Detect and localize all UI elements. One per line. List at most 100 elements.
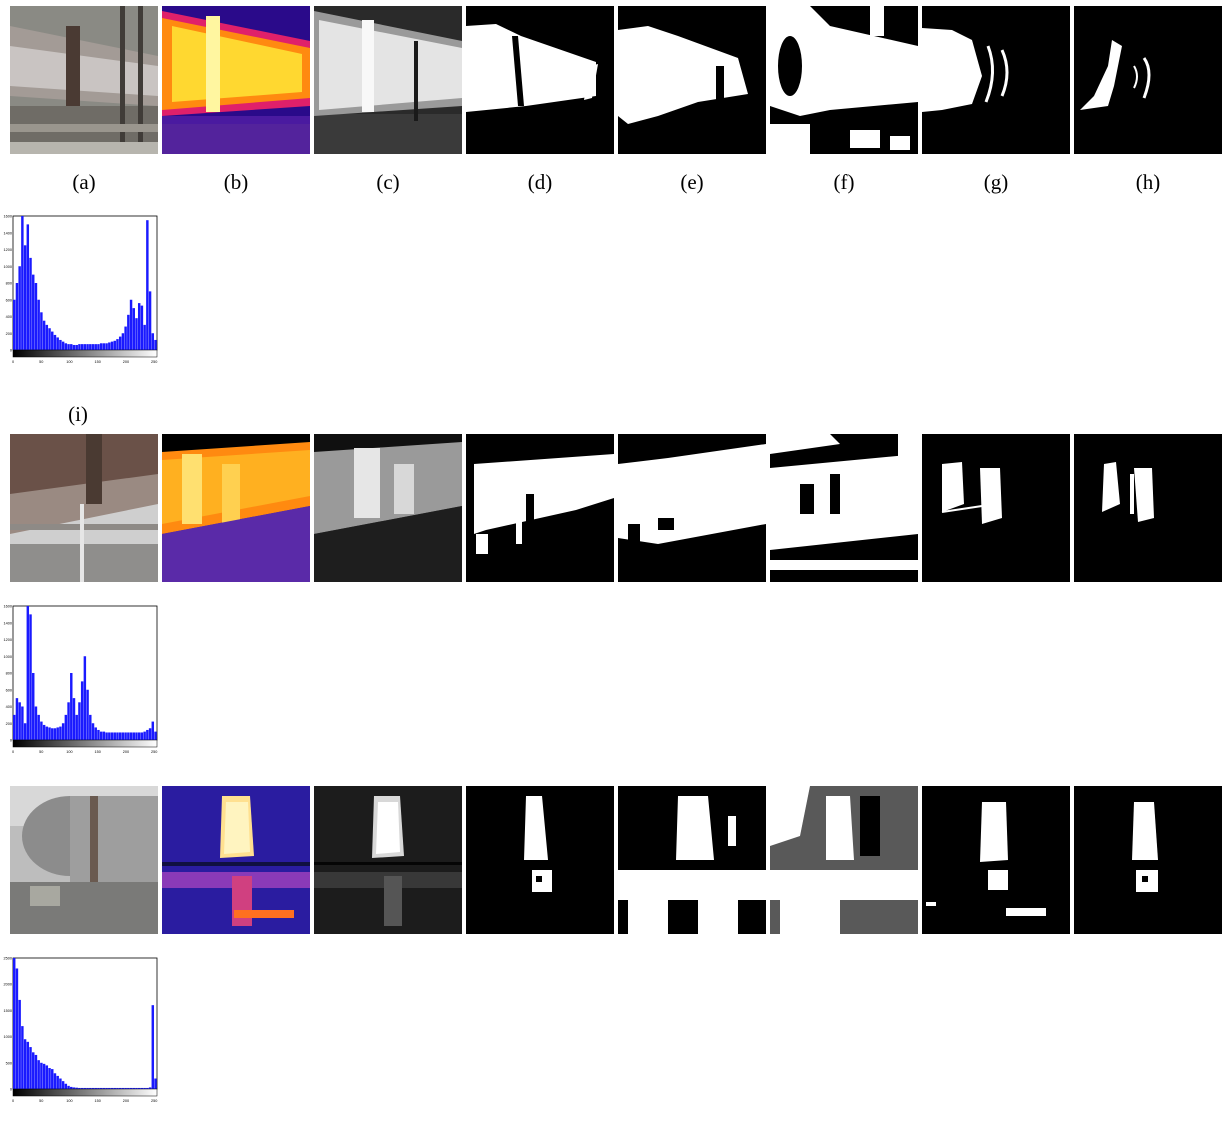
- x-tick-label: 250: [151, 1099, 157, 1103]
- segmentation-g-3: [922, 786, 1070, 934]
- hist-bar: [75, 1087, 78, 1089]
- hist-bar: [99, 343, 103, 350]
- hist-bar: [83, 344, 87, 350]
- thermal-color-1: [162, 6, 310, 154]
- hist-bar: [80, 681, 84, 740]
- hist-bar: [105, 343, 108, 350]
- hist-bar: [151, 1005, 155, 1089]
- hist-bar: [137, 732, 141, 740]
- hist-bar: [110, 732, 114, 740]
- histogram-2: 0 200 400 600 800 1000 1200 1400 1600 0 50 100 150 20…: [3, 604, 158, 774]
- hist-bar: [143, 1087, 146, 1089]
- hist-bar: [37, 1060, 40, 1089]
- y-tick-label: 1500: [4, 1009, 12, 1013]
- thermal-color-2: [162, 434, 310, 582]
- hist-bar: [116, 339, 119, 350]
- y-tick-label: 600: [6, 688, 12, 692]
- hist-bar: [118, 732, 122, 740]
- hist-bar: [15, 283, 19, 350]
- segmentation-h-3: [1074, 786, 1222, 934]
- hist-bar: [78, 702, 81, 740]
- y-tick-label: 600: [6, 298, 12, 302]
- segmentation-e-3: [618, 786, 766, 934]
- hist-bar: [56, 337, 59, 350]
- hist-bar: [132, 308, 135, 350]
- hist-bar: [29, 1047, 32, 1089]
- hist-bar: [129, 1087, 133, 1089]
- hist-bar: [67, 344, 70, 350]
- thermal-gray-3: [314, 786, 462, 934]
- hist-bar: [108, 732, 111, 740]
- hist-bar: [154, 1078, 157, 1089]
- hist-bar: [21, 706, 24, 740]
- y-tick-label: 1000: [4, 265, 12, 269]
- y-tick-label: 400: [6, 705, 12, 709]
- hist-bar: [80, 1087, 84, 1089]
- hist-bar: [151, 333, 155, 350]
- hist-bar: [99, 731, 103, 740]
- segmentation-h-2: [1074, 434, 1222, 582]
- y-tick-label: 200: [6, 332, 12, 336]
- x-tick-label: 150: [95, 360, 101, 364]
- hist-bar: [124, 326, 127, 350]
- hist-bar: [40, 721, 43, 740]
- hist-bar: [29, 614, 32, 740]
- hist-bar: [89, 714, 92, 740]
- hist-bar: [72, 698, 76, 740]
- y-tick-label: 1400: [4, 621, 12, 625]
- hist-bar: [86, 1087, 89, 1089]
- thermal-gray-2: [314, 434, 462, 582]
- hist-bar: [72, 344, 76, 350]
- hist-bar: [13, 714, 16, 740]
- hist-bar: [118, 1087, 122, 1089]
- hist-bar: [94, 344, 97, 350]
- hist-bar: [99, 1087, 103, 1089]
- hist-bar: [154, 339, 157, 350]
- hist-bar: [80, 344, 84, 350]
- hist-bar: [137, 1087, 141, 1089]
- hist-bar: [42, 320, 46, 350]
- y-tick-label: 1200: [4, 248, 12, 252]
- segmentation-f-2: [770, 434, 918, 582]
- hist-bar: [56, 1075, 59, 1089]
- hist-bar: [135, 318, 138, 350]
- hist-bar: [143, 324, 146, 350]
- hist-bar: [140, 1087, 144, 1089]
- hist-bar: [13, 958, 16, 1089]
- hist-bar: [97, 1087, 100, 1089]
- y-tick-label: 800: [6, 672, 12, 676]
- hist-bar: [78, 1087, 81, 1089]
- x-tick-label: 100: [66, 360, 72, 364]
- hist-bar: [21, 216, 24, 350]
- segmentation-d-1: [466, 6, 614, 154]
- x-tick-label: 150: [95, 750, 101, 754]
- hist-bar: [97, 344, 100, 350]
- x-tick-label: 200: [123, 750, 129, 754]
- hist-bar: [61, 723, 65, 740]
- histogram-3: 0 500 1000 1500 2000 2500 0 50 100 150 200 250: [3, 956, 158, 1126]
- hist-bar: [108, 342, 111, 350]
- hist-bar: [70, 344, 73, 350]
- panel-label-b: (b): [223, 170, 249, 194]
- hist-bar: [132, 1087, 135, 1089]
- hist-bar: [116, 732, 119, 740]
- hist-bar: [23, 1039, 27, 1089]
- x-tick-label: 0: [12, 1099, 14, 1103]
- hist-bar: [78, 344, 81, 350]
- hist-bar: [86, 344, 89, 350]
- segmentation-e-2: [618, 434, 766, 582]
- segmentation-g-2: [922, 434, 1070, 582]
- hist-bar: [13, 299, 16, 350]
- segmentation-f-1: [770, 6, 918, 154]
- hist-bar: [70, 1086, 73, 1089]
- hist-bar: [23, 723, 27, 740]
- hist-bar: [148, 291, 152, 350]
- hist-bar: [29, 257, 32, 350]
- hist-bar: [37, 299, 40, 350]
- hist-bar: [91, 344, 95, 350]
- hist-bar: [34, 706, 38, 740]
- hist-bar: [94, 727, 97, 740]
- segmentation-e-1: [618, 6, 766, 154]
- hist-bar: [64, 1083, 68, 1089]
- hist-bar: [94, 1087, 97, 1089]
